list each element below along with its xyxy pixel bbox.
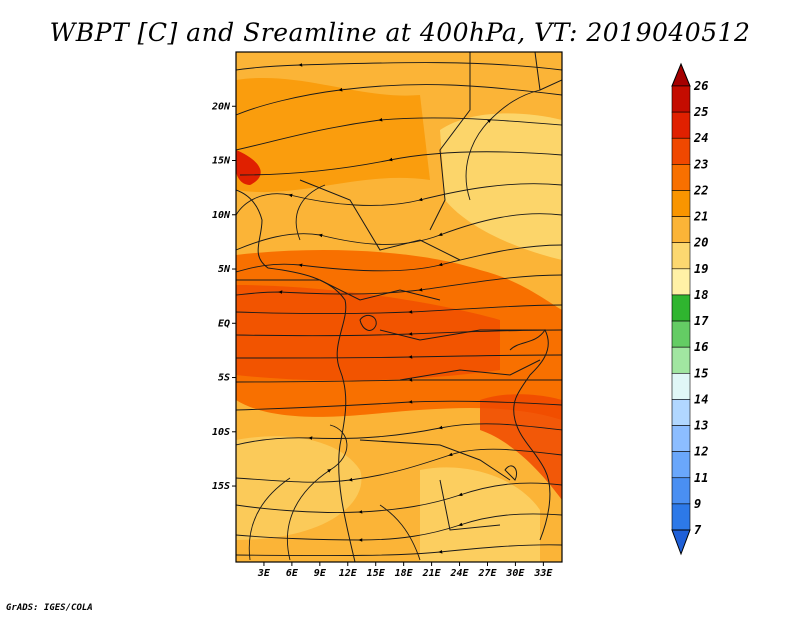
colorbar-segment (671, 137, 691, 165)
x-tick-label: 33E (533, 568, 553, 579)
colorbar-label: 16 (694, 340, 708, 354)
y-axis: 20N 15N 10N 5N EQ 5S 10S 15S (211, 101, 236, 492)
colorbar-label: 12 (694, 445, 708, 459)
x-tick-label: 30E (505, 568, 525, 579)
colorbar-segment (671, 111, 691, 139)
colorbar-segment (671, 268, 691, 296)
colorbar-label: 20 (693, 236, 708, 250)
colorbar-segment (671, 425, 691, 452)
colorbar-segment (671, 503, 691, 531)
colorbar-segment (671, 190, 691, 217)
x-tick-label: 27E (477, 568, 497, 579)
map-frame (235, 51, 563, 563)
colorbar-segment (671, 477, 691, 505)
grads-credit: GrADS: IGES/COLA (6, 603, 93, 613)
colorbar-segment (671, 216, 691, 244)
colorbar: 26 25 24 23 22 21 20 19 18 17 16 15 14 13 12 11 9 7 (671, 62, 709, 556)
colorbar-bottom-triangle (671, 529, 691, 556)
colorbar-label: 15 (694, 366, 708, 380)
y-tick-label: 10S (212, 427, 230, 438)
colorbar-segment (671, 164, 691, 191)
y-tick-label: 15S (212, 481, 230, 492)
x-tick-label: 6E (286, 568, 299, 579)
colorbar-label: 22 (693, 183, 708, 197)
colorbar-label: 18 (694, 288, 708, 302)
colorbar-label: 11 (694, 471, 708, 485)
y-tick-label: EQ (218, 318, 230, 329)
colorbar-segment (671, 399, 691, 426)
colorbar-label: 23 (693, 157, 708, 171)
colorbar-label: 13 (694, 419, 708, 433)
colorbar-label: 19 (694, 262, 708, 276)
colorbar-segment (671, 346, 691, 374)
colorbar-segment (671, 320, 691, 348)
y-tick-label: 5N (218, 264, 231, 275)
colorbar-segment (671, 294, 691, 322)
y-tick-label: 15N (212, 156, 231, 167)
colorbar-segment (671, 451, 691, 479)
x-tick-label: 18E (395, 568, 414, 579)
colorbar-label: 21 (693, 210, 708, 224)
colorbar-label: 9 (694, 497, 701, 511)
colorbar-label: 24 (693, 131, 708, 145)
colorbar-segment (671, 85, 691, 113)
x-tick-label: 24E (450, 568, 470, 579)
y-tick-label: 5S (218, 373, 230, 384)
y-tick-label: 20N (211, 101, 231, 112)
colorbar-segment (671, 242, 691, 270)
x-tick-label: 15E (367, 568, 386, 579)
x-tick-label: 9E (314, 568, 327, 579)
y-tick-label: 10N (212, 210, 231, 221)
colorbar-label: 17 (694, 314, 709, 328)
colorbar-label: 14 (694, 392, 708, 406)
colorbar-label: 7 (694, 523, 702, 537)
colorbar-segment (671, 372, 691, 400)
colorbar-top-triangle (671, 62, 691, 87)
colorbar-label: 25 (693, 105, 708, 119)
streamlines (236, 62, 562, 561)
x-tick-label: 3E (257, 568, 271, 579)
colorbar-label: 26 (693, 79, 708, 93)
x-tick-label: 12E (339, 568, 358, 579)
x-tick-label: 21E (422, 568, 442, 579)
wbpt-shading (236, 52, 562, 562)
x-axis: 3E 6E 9E 12E 15E 18E 21E 24E 27E 30E 33E (257, 562, 553, 579)
map-title: WBPT [C] and Sreamline at 400hPa, VT: 20… (49, 18, 751, 47)
